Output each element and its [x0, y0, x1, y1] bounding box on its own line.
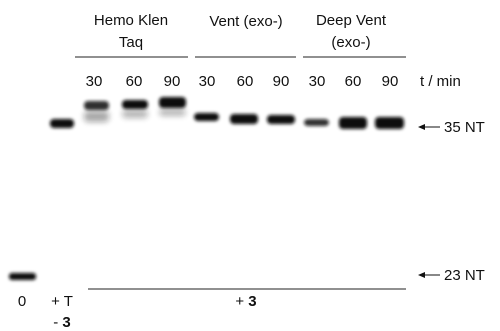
group-label: Taq: [119, 34, 143, 51]
lane-label: - 3: [53, 314, 71, 331]
time-label: 30: [199, 73, 216, 90]
smear: [84, 111, 109, 122]
band: [159, 97, 186, 108]
group-label: (exo-): [331, 34, 370, 51]
marker-label: 23 NT: [444, 267, 485, 284]
band: [339, 117, 367, 129]
time-label: 90: [164, 73, 181, 90]
time-label: 90: [273, 73, 290, 90]
time-label: 60: [237, 73, 254, 90]
compound: 3: [62, 314, 70, 331]
time-label: 60: [345, 73, 362, 90]
group-label: Deep Vent: [316, 12, 387, 29]
group-label: Vent (exo-): [209, 13, 282, 30]
compound: 3: [248, 293, 256, 310]
band: [230, 114, 258, 124]
band: [122, 100, 148, 109]
background: [0, 0, 500, 331]
smear: [122, 110, 148, 118]
reaction-label: + 3: [235, 293, 256, 310]
band: [84, 101, 109, 110]
smear: [159, 109, 186, 116]
band: [50, 119, 74, 128]
time-label: 60: [126, 73, 143, 90]
time-axis-label: t / min: [420, 73, 461, 90]
band: [267, 115, 295, 124]
band: [194, 113, 219, 121]
band: [9, 273, 36, 280]
lane-label: 0: [18, 293, 26, 310]
band: [375, 117, 404, 129]
band: [304, 119, 329, 126]
sign: +: [235, 293, 244, 310]
time-label: 30: [309, 73, 326, 90]
marker-label: 35 NT: [444, 119, 485, 136]
time-label: 30: [86, 73, 103, 90]
sign: -: [53, 314, 58, 331]
gel-figure: Hemo Klen Taq Vent (exo-) Deep Vent (exo…: [0, 0, 500, 331]
time-label: 90: [382, 73, 399, 90]
group-label: Hemo Klen: [94, 12, 168, 29]
lane-label: + T: [51, 293, 73, 310]
